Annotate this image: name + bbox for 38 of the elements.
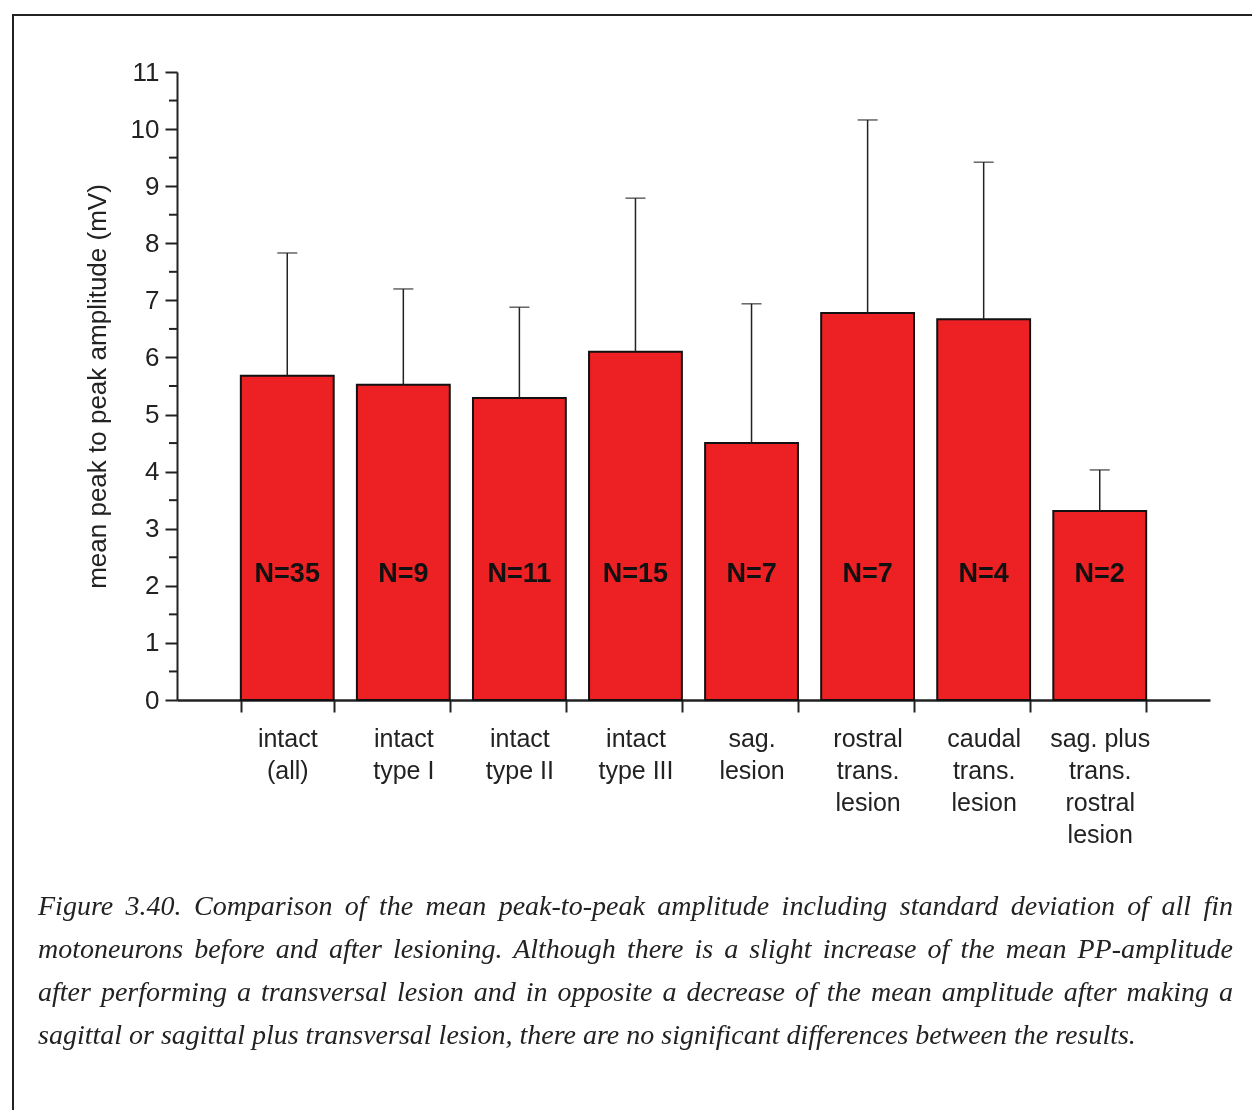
x-tick-label: sag. plus trans. rostral lesion	[1050, 723, 1151, 848]
y-tick-label: 7	[145, 284, 160, 315]
bar	[588, 350, 683, 701]
y-tick-label: 11	[132, 56, 160, 87]
y-tick-label: 2	[145, 570, 160, 601]
y-axis-title: mean peak to peak amplitude (mV)	[81, 184, 112, 589]
annotation: N=9	[378, 558, 429, 589]
bar	[471, 396, 567, 701]
annotation: N=35	[254, 558, 320, 589]
x-tick-label: intact type I	[373, 723, 435, 784]
bar	[704, 442, 799, 701]
y-tick-label: 9	[145, 170, 160, 201]
y-tick-label: 1	[145, 627, 160, 658]
annotation: N=7	[842, 558, 893, 589]
annotation: N=4	[958, 558, 1009, 589]
y-tick-label: 8	[145, 227, 160, 258]
y-tick-label: 3	[145, 513, 160, 544]
y-tick-label: 10	[130, 113, 160, 144]
y-tick-label: 5	[145, 399, 160, 430]
y-tick-label: 0	[145, 684, 160, 715]
x-tick-label: rostral trans. lesion	[833, 723, 903, 816]
y-tick-label: 6	[145, 341, 160, 372]
annotation: N=15	[602, 558, 669, 589]
y-tick-label: 4	[145, 456, 160, 487]
x-tick-label: intact type II	[485, 723, 554, 784]
annotation: N=7	[726, 558, 777, 589]
x-tick-label: sag. lesion	[719, 723, 785, 784]
bar	[1052, 510, 1148, 701]
bar	[355, 383, 451, 701]
x-tick-label: intact (all)	[257, 723, 318, 784]
bar	[936, 318, 1032, 701]
annotation: N=11	[487, 558, 552, 589]
caption: Figure 3.40. Comparison of the mean peak-to-peak amplitude including standard deviation of all fin motoneurons before and after lesioning. Although there is a slight increase of the mean PP-amplitude after performing a transversal lesion and in opposite a decrease of the mean amplitude after making a sagittal or sagittal plus transversal lesion, there are no significant differences between the results.	[38, 889, 1233, 1052]
x-tick-label: caudal trans. lesion	[947, 723, 1021, 816]
bar	[239, 374, 335, 701]
x-tick-label: intact type III	[598, 723, 674, 784]
annotation: N=2	[1074, 558, 1125, 589]
bar	[820, 311, 916, 701]
